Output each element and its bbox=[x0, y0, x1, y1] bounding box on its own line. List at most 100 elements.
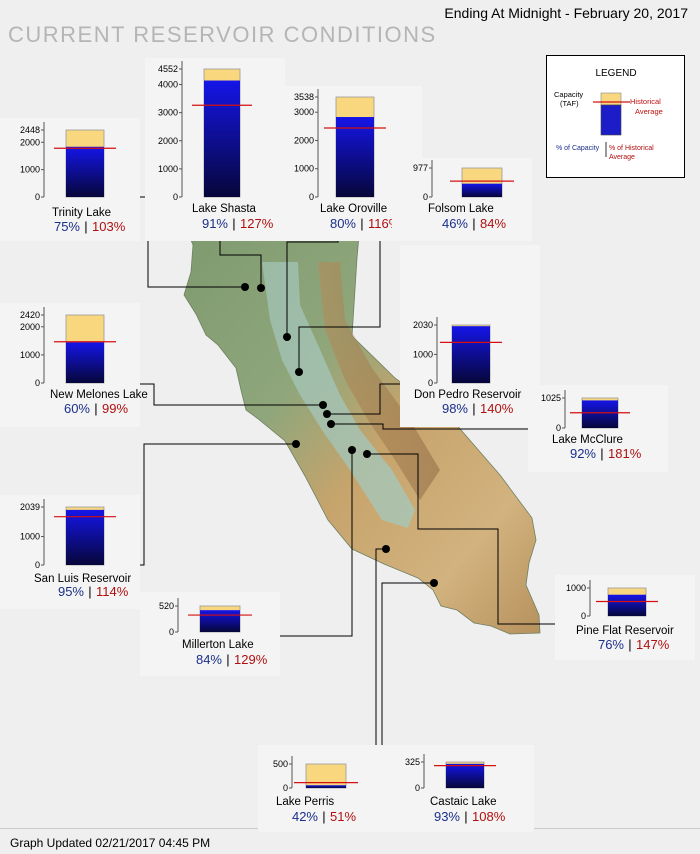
tick-label: 0 bbox=[423, 192, 428, 202]
percent-separator: | bbox=[84, 219, 87, 234]
percent-separator: | bbox=[464, 809, 467, 824]
reservoir-location-dot bbox=[323, 410, 331, 418]
legend-pct-historical: % of Historical bbox=[609, 145, 654, 152]
reservoir-name: Lake Oroville bbox=[320, 203, 387, 215]
tick-label: 0 bbox=[169, 627, 174, 637]
reservoir-location-dot bbox=[295, 368, 303, 376]
percent-separator: | bbox=[628, 637, 631, 652]
leader-line bbox=[138, 383, 323, 406]
percent-of-capacity: 92% bbox=[570, 446, 596, 461]
reservoir-location-dot bbox=[327, 420, 335, 428]
reservoir-name: New Melones Lake bbox=[50, 389, 148, 401]
reservoir-name: Castaic Lake bbox=[430, 796, 496, 808]
percent-of-historical: 84% bbox=[480, 216, 506, 231]
percent-of-capacity: 91% bbox=[202, 216, 228, 231]
legend-historical-label: Historical bbox=[630, 97, 661, 106]
reservoir-name: Pine Flat Reservoir bbox=[576, 625, 674, 637]
percent-of-historical: 127% bbox=[240, 216, 274, 231]
reservoir-location-dot bbox=[283, 333, 291, 341]
storage-bar bbox=[200, 610, 240, 632]
leader-line bbox=[219, 233, 262, 288]
tick-label: 2000 bbox=[158, 136, 178, 146]
reservoir-name: Don Pedro Reservoir bbox=[414, 389, 522, 401]
percent-separator: | bbox=[226, 652, 229, 667]
tick-label: 0 bbox=[581, 611, 586, 621]
sierra-range bbox=[318, 262, 440, 500]
tick-label: 2000 bbox=[294, 135, 314, 145]
storage-bar bbox=[608, 594, 646, 616]
tick-label: 3000 bbox=[158, 108, 178, 118]
percent-of-capacity: 95% bbox=[58, 584, 84, 599]
tick-label: 4000 bbox=[158, 80, 178, 90]
tick-label: 1000 bbox=[158, 164, 178, 174]
reservoir-location-dot bbox=[319, 401, 327, 409]
tick-label: 1000 bbox=[20, 350, 40, 360]
storage-bar bbox=[582, 400, 618, 428]
reservoir-location-dot bbox=[382, 545, 390, 553]
legend-historical-label-2: Average bbox=[635, 107, 663, 116]
updated-timestamp: Graph Updated 02/21/2017 04:45 PM bbox=[10, 836, 211, 850]
tick-label: 2000 bbox=[20, 137, 40, 147]
storage-bar bbox=[66, 146, 104, 197]
tick-label: 1000 bbox=[20, 165, 40, 175]
percent-of-capacity: 80% bbox=[330, 216, 356, 231]
tick-label: 500 bbox=[273, 759, 288, 769]
tick-label: 2420 bbox=[20, 310, 40, 320]
legend-box: LEGEND Capacity (TAF) Historical Average… bbox=[546, 55, 685, 178]
percent-of-historical: 99% bbox=[102, 401, 128, 416]
report-date: Ending At Midnight - February 20, 2017 bbox=[444, 5, 688, 21]
tick-label: 0 bbox=[556, 423, 561, 433]
percent-separator: | bbox=[232, 216, 235, 231]
percent-of-capacity: 76% bbox=[598, 637, 624, 652]
percent-separator: | bbox=[88, 584, 91, 599]
reservoir-location-dot bbox=[363, 450, 371, 458]
tick-label: 325 bbox=[405, 757, 420, 767]
storage-bar bbox=[306, 785, 346, 788]
tick-label: 2039 bbox=[20, 502, 40, 512]
reservoir-location-dot bbox=[241, 283, 249, 291]
percent-of-historical: 51% bbox=[330, 809, 356, 824]
legend-pct-capacity: % of Capacity bbox=[556, 145, 600, 152]
percent-of-capacity: 84% bbox=[196, 652, 222, 667]
reservoir-name: Folsom Lake bbox=[428, 203, 494, 215]
tick-label: 1000 bbox=[413, 349, 433, 359]
reservoir-name: Millerton Lake bbox=[182, 639, 254, 651]
percent-of-historical: 103% bbox=[92, 219, 126, 234]
reservoir-name: San Luis Reservoir bbox=[34, 573, 131, 585]
percent-separator: | bbox=[472, 401, 475, 416]
reservoir-name: Lake Shasta bbox=[192, 203, 257, 215]
tick-label: 2000 bbox=[20, 322, 40, 332]
leader-line bbox=[138, 196, 245, 288]
percent-of-historical: 140% bbox=[480, 401, 514, 416]
tick-label: 0 bbox=[428, 378, 433, 388]
percent-separator: | bbox=[472, 216, 475, 231]
tick-label: 0 bbox=[415, 783, 420, 793]
percent-of-historical: 181% bbox=[608, 446, 642, 461]
tick-label: 0 bbox=[283, 783, 288, 793]
reservoir-location-dot bbox=[292, 440, 300, 448]
reservoir-location-dot bbox=[348, 446, 356, 454]
reservoir-panel bbox=[258, 745, 398, 832]
legend-pct-historical-2: Average bbox=[609, 154, 635, 161]
reservoir-panel bbox=[394, 745, 534, 832]
capacity-bar bbox=[305, 763, 347, 789]
percent-separator: | bbox=[322, 809, 325, 824]
percent-separator: | bbox=[600, 446, 603, 461]
percent-separator: | bbox=[94, 401, 97, 416]
tick-label: 4552 bbox=[158, 64, 178, 74]
page-title: CURRENT RESERVOIR CONDITIONS bbox=[8, 22, 437, 47]
storage-bar bbox=[446, 763, 484, 788]
tick-label: 0 bbox=[35, 192, 40, 202]
legend-capacity-label: Capacity bbox=[554, 90, 583, 99]
reservoir-name: Lake McClure bbox=[552, 434, 623, 446]
